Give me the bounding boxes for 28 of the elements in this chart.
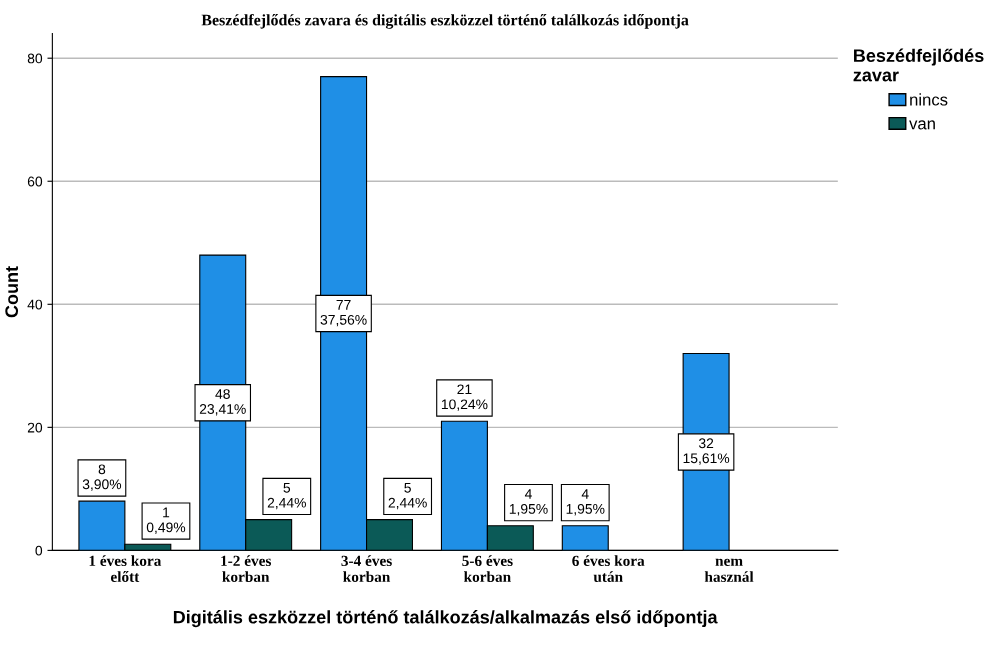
x-tick-label: 1-2 éves korban — [221, 555, 271, 582]
x-tick-label: 1 éves kora előtt — [89, 555, 162, 582]
y-tick-label: 40 — [27, 299, 43, 310]
x-axis-title: Digitális eszközzel történő találkozás/alkalmazás első időpontja — [173, 610, 718, 628]
x-tick-label: 5-6 éves korban — [462, 555, 513, 582]
data-label: 8 3,90% — [82, 464, 122, 491]
legend-title: Beszédfejlődés zavar — [853, 48, 984, 82]
data-label: 5 2,44% — [388, 483, 427, 510]
data-label: 4 1,95% — [509, 489, 548, 516]
data-label: 32 15,61% — [683, 438, 730, 465]
y-tick-label: 80 — [27, 53, 43, 64]
data-label: 4 1,95% — [566, 489, 605, 516]
legend-label: van — [909, 120, 935, 130]
y-tick-label: 20 — [27, 422, 43, 433]
y-tick-label: 0 — [35, 545, 43, 556]
x-tick-label: 3-4 éves korban — [341, 555, 392, 582]
chart-title: Beszédfejlődés zavara és digitális eszközzel történő találkozás időpontja — [201, 14, 689, 29]
legend-label: nincs — [910, 93, 948, 106]
y-tick-label: 60 — [27, 176, 43, 187]
data-label: 21 10,24% — [441, 384, 488, 411]
data-label: 77 37,56% — [320, 300, 367, 327]
data-label: 5 2,44% — [267, 483, 306, 510]
data-label: 48 23,41% — [199, 389, 246, 416]
data-label: 1 0,49% — [146, 507, 186, 534]
y-axis-title: Count — [5, 266, 19, 318]
bar — [561, 525, 609, 551]
x-tick-label: 6 éves kora után — [572, 555, 645, 583]
x-tick-label: nem használ — [704, 558, 754, 582]
